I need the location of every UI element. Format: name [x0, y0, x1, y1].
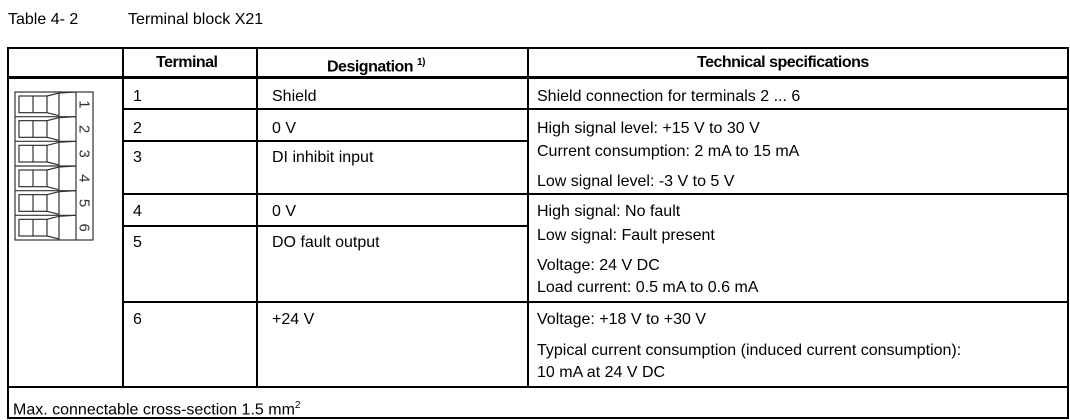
terminal-4: 4	[133, 203, 142, 220]
header-designation-label: Designation	[327, 58, 414, 76]
connector-pin-label: 3	[76, 149, 93, 157]
spec-line: Shield connection for terminals 2 ... 6	[537, 88, 801, 105]
spec-line: Typical current consumption (induced cur…	[537, 342, 962, 359]
designation-5: DO fault output	[272, 234, 380, 251]
header-designation: Designation 1)	[327, 54, 425, 76]
footnote-marker: 1)	[417, 57, 425, 68]
connector-pin-label: 4	[76, 174, 93, 182]
terminal-block-connector-icon: 1 2 3 4 5 6	[14, 91, 94, 241]
spec-line: Voltage: +18 V to +30 V	[537, 311, 707, 328]
designation-1: Shield	[272, 88, 317, 105]
footer-superscript: 2	[294, 400, 301, 411]
connector-pin-label: 6	[76, 223, 93, 231]
designation-4: 0 V	[272, 203, 297, 220]
connector-pin-label: 5	[76, 199, 93, 207]
header-specs: Technical specifications	[697, 54, 869, 71]
spec-line: 10 mA at 24 V DC	[537, 364, 666, 381]
terminal-5: 5	[133, 234, 142, 251]
designation-3: DI inhibit input	[272, 149, 374, 166]
terminal-3: 3	[133, 149, 142, 166]
table-title: Terminal block X21	[128, 11, 264, 28]
spec-line: Current consumption: 2 mA to 15 mA	[537, 143, 800, 160]
spec-line: Low signal: Fault present	[537, 227, 715, 244]
terminal-1: 1	[133, 88, 142, 105]
footer-note: Max. connectable cross-section 1.5 mm2	[13, 397, 300, 419]
table-number: Table 4- 2	[8, 11, 79, 28]
designation-2: 0 V	[272, 120, 297, 137]
spec-line: High signal level: +15 V to 30 V	[537, 120, 760, 137]
connector-pin-label: 1	[76, 100, 93, 108]
terminal-6: 6	[133, 311, 142, 328]
spec-line: High signal: No fault	[537, 203, 681, 220]
spec-line: Voltage: 24 V DC	[537, 257, 660, 274]
header-terminal: Terminal	[156, 54, 218, 71]
connector-pin-label: 2	[76, 125, 93, 133]
terminal-2: 2	[133, 120, 142, 137]
spec-line: Low signal level: -3 V to 5 V	[537, 173, 735, 190]
spec-line: Load current: 0.5 mA to 0.6 mA	[537, 279, 759, 296]
designation-6: +24 V	[272, 311, 315, 328]
footer-text: Max. connectable cross-section 1.5 mm	[13, 401, 295, 419]
